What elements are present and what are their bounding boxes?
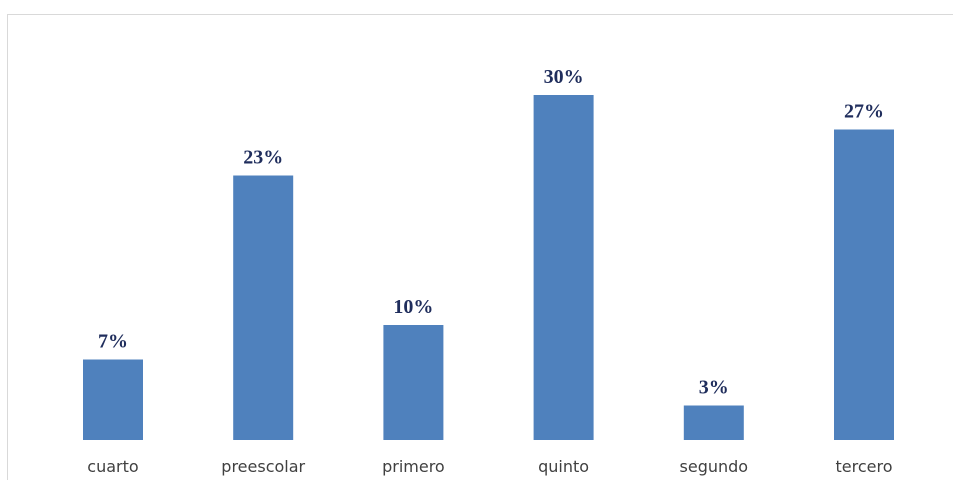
chart-frame xyxy=(7,14,953,480)
data-label-primero: 10% xyxy=(393,296,433,318)
data-labels-group: 7% 23% 10% 30% 3% 27% xyxy=(98,66,884,399)
data-label-tercero: 27% xyxy=(844,101,884,123)
bar-preescolar xyxy=(233,175,294,440)
x-tick-label-segundo: segundo xyxy=(680,457,749,476)
bar-quinto xyxy=(533,95,594,440)
data-label-cuarto: 7% xyxy=(98,331,128,353)
x-tick-label-cuarto: cuarto xyxy=(87,457,138,476)
x-tick-label-tercero: tercero xyxy=(836,457,893,476)
data-label-quinto: 30% xyxy=(544,66,584,88)
bar-tercero xyxy=(834,129,894,440)
bars-group xyxy=(83,95,894,440)
bar-cuarto xyxy=(83,359,143,440)
x-tick-labels-group: cuarto preescolar primero quinto segundo terc… xyxy=(87,457,892,476)
data-label-segundo: 3% xyxy=(699,377,729,399)
x-tick-label-primero: primero xyxy=(382,457,445,476)
bar-primero xyxy=(383,325,444,440)
x-tick-label-preescolar: preescolar xyxy=(221,457,305,476)
x-tick-label-quinto: quinto xyxy=(538,457,589,476)
bar-segundo xyxy=(683,405,744,440)
data-label-preescolar: 23% xyxy=(243,147,283,169)
